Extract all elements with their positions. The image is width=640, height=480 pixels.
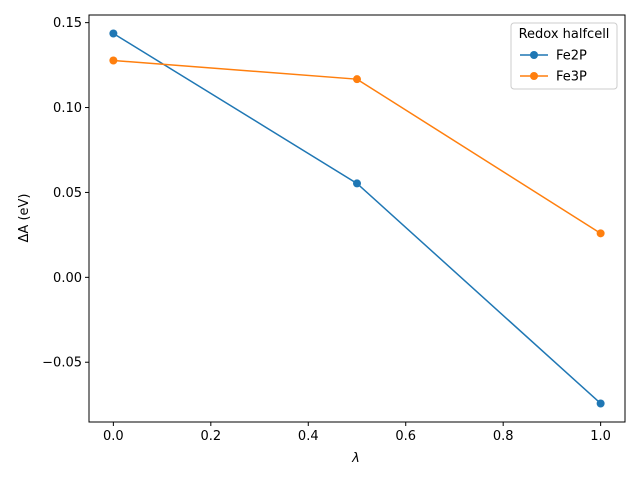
x-tick-label: 0.0 (103, 429, 124, 444)
x-tick-label: 0.2 (200, 429, 221, 444)
x-axis-label: λ (351, 451, 360, 466)
data-point-fe2p-1 (353, 179, 361, 188)
y-tick-label: 0.05 (53, 186, 82, 201)
data-point-fe2p-2 (596, 399, 605, 408)
legend-box (510, 22, 618, 90)
y-axis-label: ΔA (eV) (17, 194, 32, 243)
y-tick-label: 0.00 (53, 271, 82, 286)
x-tick-label: 0.4 (298, 429, 319, 444)
legend-label-fe2p: Fe2P (556, 49, 587, 64)
data-point-fe3p-1 (353, 75, 361, 84)
x-axis-ticks: 0.0 0.2 0.4 0.6 0.8 1.0 (103, 422, 611, 444)
axes-frame (88, 14, 626, 423)
data-point-fe2p-0 (109, 29, 118, 38)
legend-marker-fe3p (530, 72, 538, 80)
y-tick-label: 0.10 (53, 101, 82, 116)
x-tick-label: 0.6 (395, 429, 416, 444)
y-axis-ticks: −0.05 0.00 0.05 0.10 0.15 (42, 16, 89, 371)
x-tick-label: 0.8 (493, 429, 514, 444)
plot-area (88, 14, 626, 423)
legend-entries: Fe2P Fe3P (520, 49, 587, 85)
legend-label-fe3p: Fe3P (556, 70, 587, 85)
legend: Redox halfcell Fe2P Fe3P (510, 22, 618, 90)
x-tick-label: 1.0 (590, 429, 611, 444)
y-tick-label: 0.15 (53, 16, 82, 31)
data-point-fe3p-2 (596, 229, 605, 238)
legend-title: Redox halfcell (519, 27, 610, 42)
legend-marker-fe2p (530, 51, 538, 59)
data-point-fe3p-0 (109, 56, 118, 65)
y-tick-label: −0.05 (42, 356, 82, 371)
